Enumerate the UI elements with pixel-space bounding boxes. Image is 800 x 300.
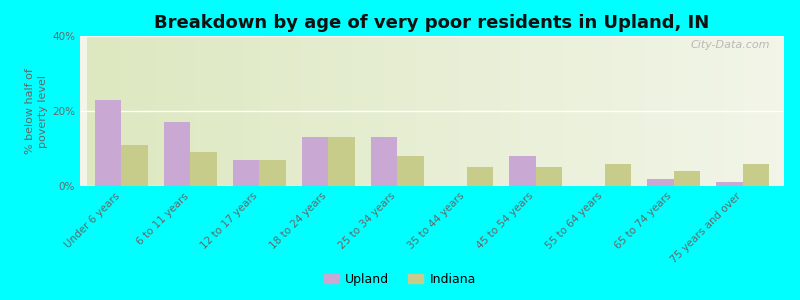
Bar	[647, 178, 674, 186]
Bar	[122, 145, 148, 186]
Bar	[371, 137, 398, 186]
Bar	[95, 100, 122, 186]
Bar	[164, 122, 190, 186]
Bar	[259, 160, 286, 186]
Text: City-Data.com: City-Data.com	[690, 40, 770, 50]
Bar	[234, 160, 259, 186]
Bar	[674, 171, 700, 186]
Bar	[190, 152, 217, 186]
Bar	[398, 156, 424, 186]
Bar	[510, 156, 535, 186]
Bar	[605, 164, 630, 186]
Bar	[302, 137, 329, 186]
Bar	[742, 164, 769, 186]
Legend: Upland, Indiana: Upland, Indiana	[319, 268, 481, 291]
Title: Breakdown by age of very poor residents in Upland, IN: Breakdown by age of very poor residents …	[154, 14, 710, 32]
Bar	[535, 167, 562, 186]
Y-axis label: % below half of
poverty level: % below half of poverty level	[25, 68, 48, 154]
Bar	[466, 167, 493, 186]
Bar	[716, 182, 742, 186]
Bar	[329, 137, 354, 186]
